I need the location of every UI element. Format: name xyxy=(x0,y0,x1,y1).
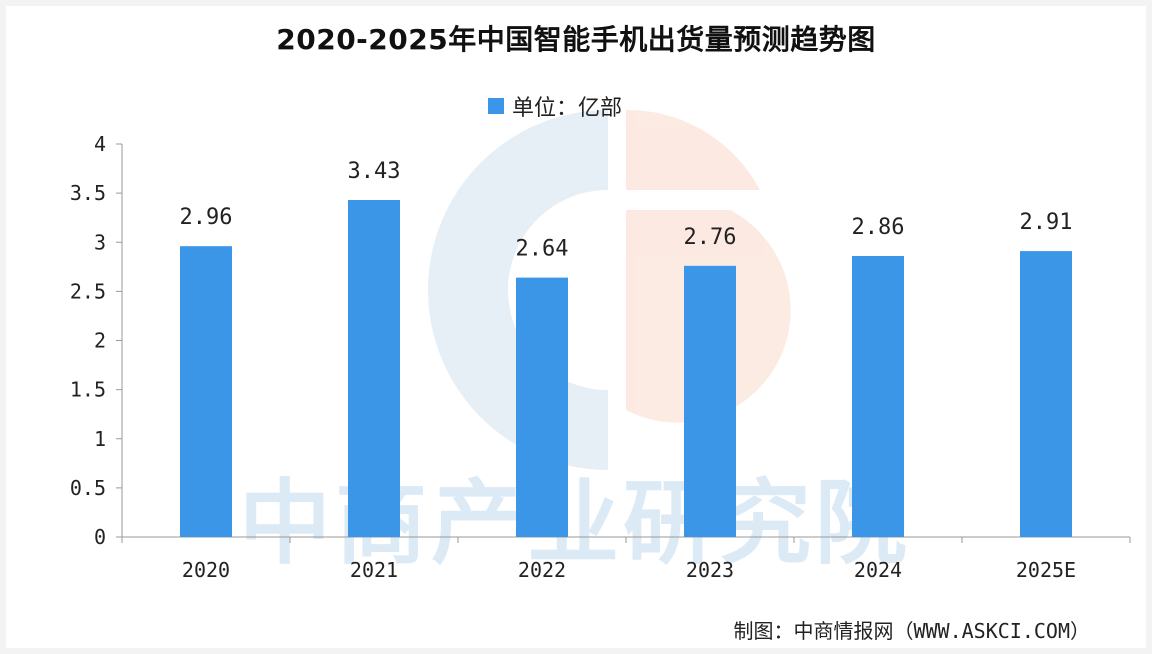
source-credit: 制图：中商情报网（WWW.ASKCI.COM） xyxy=(733,619,1090,643)
bars xyxy=(180,200,1072,537)
axes: 0 0.5 1 1.5 2 2.5 3 3.5 4 xyxy=(70,132,1131,549)
legend: 单位：亿部 xyxy=(488,90,622,122)
data-label-2022: 2.64 xyxy=(516,237,569,262)
y-tick-label: 4 xyxy=(94,132,106,156)
bar-2021 xyxy=(348,200,400,537)
data-label-2023: 2.76 xyxy=(684,225,737,250)
x-tick-label-2022: 2022 xyxy=(518,558,566,582)
y-tick-label: 2.5 xyxy=(70,279,106,303)
labels: 2.96 2020 3.43 2021 2.64 2022 2.76 2023 2.86 2024… xyxy=(180,159,1077,582)
x-tick-label-2021: 2021 xyxy=(350,558,398,582)
chart-title: 2020-2025年中国智能手机出货量预测趋势图 xyxy=(276,23,876,56)
x-tick-label-2023: 2023 xyxy=(686,558,734,582)
data-label-2025E: 2.91 xyxy=(1020,210,1073,235)
y-tick-label: 2 xyxy=(94,329,106,353)
y-tick-label: 1.5 xyxy=(70,378,106,402)
legend-swatch xyxy=(488,98,504,114)
bar-2023 xyxy=(684,265,736,537)
x-tick-label-2025E: 2025E xyxy=(1016,558,1076,582)
bar-2024 xyxy=(852,256,904,537)
data-label-2020: 2.96 xyxy=(180,205,233,230)
x-tick-label-2024: 2024 xyxy=(854,558,902,582)
y-tick-label: 3.5 xyxy=(70,181,106,205)
data-label-2021: 3.43 xyxy=(348,159,401,184)
bar-2020 xyxy=(180,246,232,537)
legend-label: 单位：亿部 xyxy=(512,96,623,121)
x-tick-label-2020: 2020 xyxy=(182,558,230,582)
watermark-logo xyxy=(428,109,791,470)
y-tick-label: 0 xyxy=(94,525,106,549)
y-tick-label: 3 xyxy=(94,230,106,254)
y-tick-label: 0.5 xyxy=(70,476,106,500)
y-tick-label: 1 xyxy=(94,427,106,451)
data-label-2024: 2.86 xyxy=(852,215,905,240)
bar-2022 xyxy=(516,277,568,537)
watermark-text: 中商产业研究院 xyxy=(239,470,911,577)
bar-2025E xyxy=(1020,251,1072,537)
